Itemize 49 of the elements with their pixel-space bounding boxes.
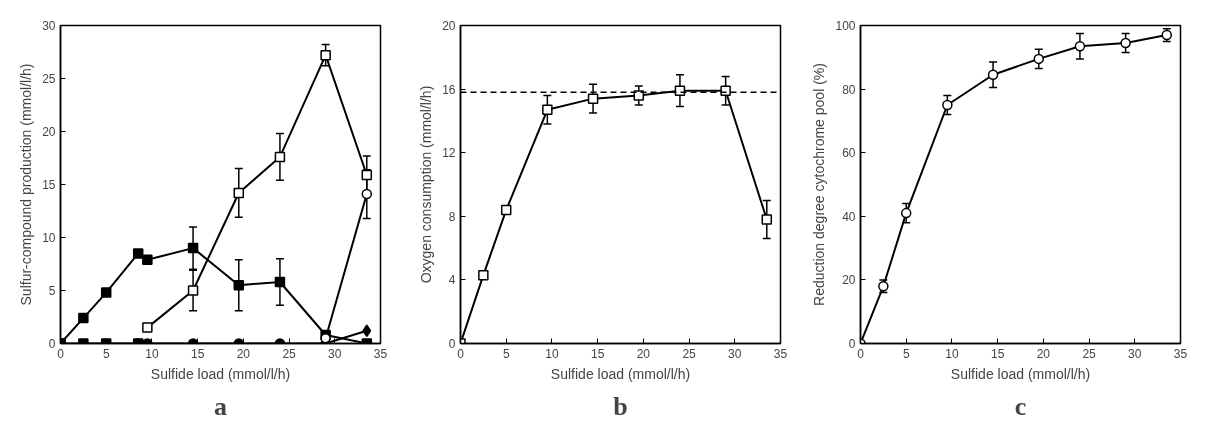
y-tick-label: 8 [448,209,456,224]
y-tick-label: 12 [442,146,456,161]
x-tick-label: 5 [502,346,510,361]
x-tick-label: 35 [773,346,788,361]
y-tick-label: 10 [42,231,56,245]
x-tick-label: 35 [1173,346,1188,361]
x-tick-label: 30 [728,346,742,361]
x-tick-label: 15 [590,346,605,361]
x-tick-label: 5 [902,346,910,361]
y-tick-label: 20 [42,125,56,139]
x-tick-label: 25 [682,346,697,361]
y-tick-label: 20 [442,19,456,33]
y-tick-label: 4 [448,273,456,288]
x-tick-label: 30 [328,346,342,361]
x-tick-label: 20 [1036,346,1051,361]
x-axis-title: Sulfide load (mmol/l/h) [150,365,291,382]
x-tick-label: 25 [282,346,297,361]
y-tick-label: 16 [442,82,456,97]
y-tick-label: 20 [842,273,856,288]
x-axis-title: Sulfide load (mmol/l/h) [950,365,1091,382]
y-tick-label: 0 [848,337,856,351]
y-tick-label: 60 [842,146,856,161]
y-axis-title: Oxygen consumption (mmol/l/h) [418,85,435,284]
x-tick-label: 15 [190,346,205,361]
x-tick-label: 35 [373,346,388,361]
y-tick-label: 25 [42,72,56,86]
x-tick-label: 20 [236,346,251,361]
x-tick-label: 10 [545,346,559,361]
y-tick-label: 100 [835,19,856,33]
y-tick-label: 15 [42,178,56,192]
x-tick-label: 15 [990,346,1005,361]
x-tick-label: 30 [1128,346,1142,361]
y-axis-title: Reduction degree cytochrome pool (%) [811,63,828,306]
text: a [214,391,227,421]
y-axis-title: Sulfur-compound production (mmol/l/h) [18,63,35,306]
y-tick-label: 0 [48,337,56,351]
text: b [613,391,628,421]
y-tick-label: 40 [842,209,856,224]
y-tick-label: 5 [48,284,56,298]
x-tick-label: 25 [1082,346,1097,361]
y-tick-label: 30 [42,19,56,33]
x-tick-label: 20 [636,346,651,361]
text: c [1014,391,1027,421]
x-tick-label: 10 [945,346,959,361]
x-tick-label: 5 [102,346,110,361]
y-tick-label: 0 [448,337,456,351]
x-axis-title: Sulfide load (mmol/l/h) [550,365,691,382]
y-tick-label: 80 [842,82,856,97]
x-tick-label: 10 [145,346,159,361]
